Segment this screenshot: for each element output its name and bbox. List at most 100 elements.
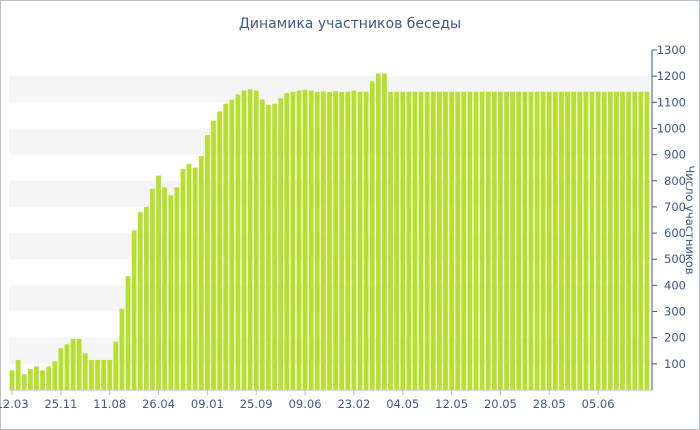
bar xyxy=(107,359,113,390)
bar xyxy=(205,135,210,390)
y-axis-ticks: 100 200 300 400 500 600 700 800 900 1000 1100 1200 1… xyxy=(652,43,686,371)
y-tick-label: 900 xyxy=(664,148,686,162)
bar xyxy=(418,91,424,390)
bar xyxy=(363,91,369,390)
bar xyxy=(223,103,229,391)
y-tick-label: 800 xyxy=(664,174,686,188)
bar xyxy=(168,195,174,390)
y-tick-label: 300 xyxy=(664,305,686,319)
x-tick-label: 25.09 xyxy=(240,397,273,411)
bar xyxy=(290,91,296,390)
bar xyxy=(559,91,564,390)
bar xyxy=(626,91,632,390)
bar xyxy=(314,91,320,390)
bar xyxy=(632,91,638,390)
bar xyxy=(284,93,290,391)
bar xyxy=(40,370,45,390)
x-tick-label: 28.05 xyxy=(533,397,566,411)
bar xyxy=(491,91,497,390)
bar xyxy=(540,91,546,390)
bar xyxy=(449,91,454,390)
chart-title: Динамика участников беседы xyxy=(239,16,461,32)
bar xyxy=(70,339,76,390)
x-tick-label: 09.01 xyxy=(191,397,224,411)
bar xyxy=(15,359,21,390)
y-tick-label: 1200 xyxy=(657,69,686,83)
bar xyxy=(125,276,131,390)
bar xyxy=(443,91,448,390)
bar xyxy=(455,91,461,390)
y-tick-label: 100 xyxy=(664,357,686,371)
bar xyxy=(113,341,119,390)
bar xyxy=(101,359,106,390)
bar xyxy=(498,91,503,390)
bar xyxy=(82,353,88,390)
bar xyxy=(186,163,192,390)
bar xyxy=(64,344,70,390)
bar xyxy=(9,370,15,390)
bar xyxy=(58,348,64,390)
bar xyxy=(589,91,595,390)
bar xyxy=(522,91,528,390)
bar xyxy=(327,91,332,390)
bar xyxy=(375,73,381,390)
bar xyxy=(266,104,271,391)
bar xyxy=(89,359,94,390)
y-tick-label: 500 xyxy=(664,252,686,266)
bar xyxy=(119,308,125,390)
bars xyxy=(9,73,650,391)
x-tick-label: 04.05 xyxy=(386,397,419,411)
bar xyxy=(217,111,222,391)
bar xyxy=(406,91,412,390)
bar xyxy=(259,99,265,390)
bar xyxy=(510,91,516,390)
bar xyxy=(235,94,241,391)
bar xyxy=(638,91,644,390)
x-tick-label: 25.11 xyxy=(44,397,77,411)
bar xyxy=(577,91,583,390)
y-tick-label: 1300 xyxy=(657,43,686,57)
bar xyxy=(394,91,400,390)
bar xyxy=(143,206,149,390)
bar xyxy=(52,361,58,390)
bar xyxy=(382,73,387,390)
bar xyxy=(565,91,570,390)
bar xyxy=(198,155,204,390)
bar xyxy=(473,91,479,390)
bar xyxy=(321,91,326,390)
bar xyxy=(34,366,39,390)
bar xyxy=(253,90,259,390)
x-tick-label: 05.06 xyxy=(582,397,615,411)
bar xyxy=(296,90,302,390)
x-axis-ticks: 12.03 25.11 11.08 26.04 09.01 25.09 09.06 23.02… xyxy=(0,390,615,411)
bar xyxy=(27,369,33,390)
bar xyxy=(351,90,357,390)
y-tick-label: 200 xyxy=(664,331,686,345)
bar xyxy=(388,91,393,390)
x-tick-label: 12.05 xyxy=(435,397,468,411)
bar xyxy=(614,91,619,390)
bar xyxy=(333,91,338,390)
y-tick-label: 1000 xyxy=(657,121,686,135)
bar xyxy=(339,91,345,390)
bar xyxy=(308,90,314,390)
x-tick-label: 26.04 xyxy=(142,397,175,411)
bar xyxy=(345,91,351,390)
bar xyxy=(571,91,577,390)
x-tick-label: 20.05 xyxy=(484,397,517,411)
bar xyxy=(437,91,442,390)
bar xyxy=(302,89,308,390)
x-tick-label: 09.06 xyxy=(289,397,322,411)
bar xyxy=(46,366,52,390)
bar xyxy=(278,98,284,390)
bar xyxy=(595,91,601,390)
y-axis-label: Число участников xyxy=(683,165,697,274)
bar xyxy=(644,91,650,390)
x-tick-label: 12.03 xyxy=(0,397,29,411)
bar xyxy=(150,188,155,390)
bar xyxy=(156,175,161,390)
x-tick-label: 23.02 xyxy=(337,397,370,411)
bar xyxy=(534,91,540,390)
bar xyxy=(467,91,473,390)
bar xyxy=(162,187,168,390)
